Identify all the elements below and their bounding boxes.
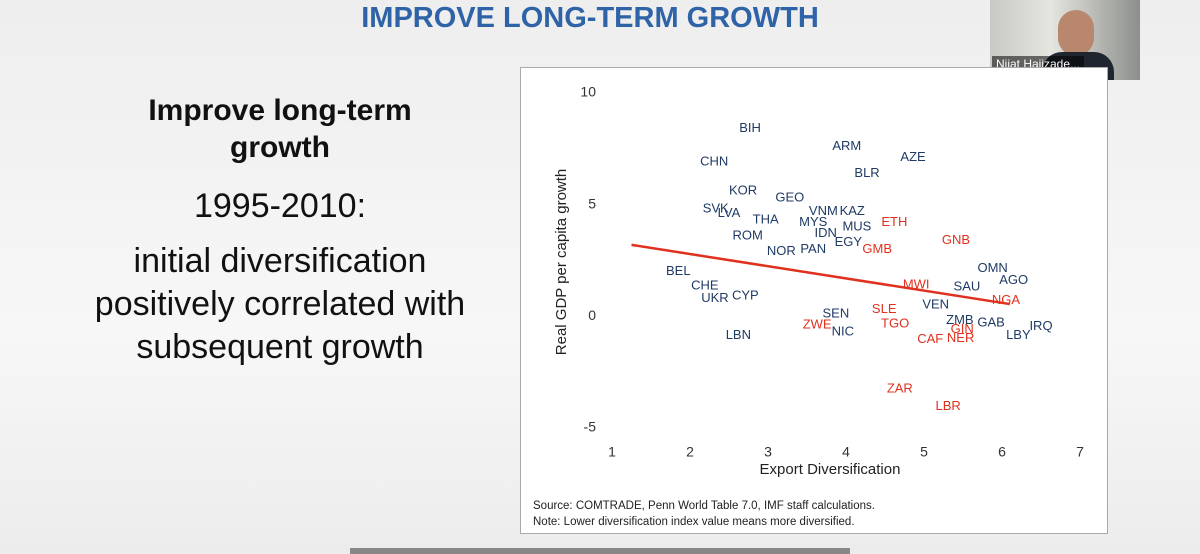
x-tick-label: 4	[842, 444, 850, 460]
source-note: Source: COMTRADE, Penn World Table 7.0, …	[533, 500, 875, 512]
country-point: LBY	[1006, 327, 1031, 342]
country-point: BIH	[739, 120, 761, 135]
x-tick-label: 2	[686, 444, 694, 460]
y-tick-label: 10	[580, 84, 596, 100]
country-point: OMN	[977, 260, 1007, 275]
slide-title: IMPROVE LONG-TERM GROWTH	[361, 2, 819, 34]
country-point: GAB	[977, 314, 1004, 329]
country-point: GMB	[862, 241, 892, 256]
country-point: SVK	[703, 201, 729, 216]
country-point: CHE	[691, 278, 719, 293]
x-tick-label: 1	[608, 444, 616, 460]
country-point: LBR	[936, 398, 961, 413]
country-point: THA	[753, 212, 779, 227]
country-point: BEL	[666, 263, 691, 278]
country-point: ZMB	[946, 312, 973, 327]
country-point: ARM	[832, 138, 861, 153]
country-point: SAU	[954, 279, 981, 294]
country-point: MYS	[799, 214, 828, 229]
y-axis-label: Real GDP per capita growth	[553, 169, 570, 355]
country-point: ETH	[881, 214, 907, 229]
x-tick-label: 5	[920, 444, 928, 460]
progress-bar	[350, 548, 850, 554]
x-tick-label: 3	[764, 444, 772, 460]
country-point: VEN	[922, 297, 949, 312]
country-point: SEN	[822, 306, 849, 321]
heading: Improve long-term growth	[148, 94, 412, 164]
country-point: KAZ	[840, 203, 865, 218]
x-axis-label: Export Diversification	[760, 461, 901, 478]
y-tick-label: 0	[588, 307, 596, 323]
period: 1995-2010:	[193, 187, 367, 225]
country-point: GNB	[942, 232, 970, 247]
y-tick-label: 5	[588, 195, 596, 211]
country-point: AZE	[900, 149, 926, 164]
country-point: ZWE	[803, 317, 832, 332]
country-point: AGO	[999, 272, 1028, 287]
country-point: GIN	[951, 321, 974, 336]
face	[1058, 10, 1094, 56]
country-point: NER	[947, 330, 974, 345]
country-point: SLE	[872, 301, 897, 316]
country-point: CYP	[732, 288, 759, 303]
country-point: KOR	[729, 183, 757, 198]
country-point: ROM	[733, 227, 763, 242]
country-point: EGY	[835, 234, 863, 249]
country-point: CAF	[917, 331, 943, 346]
country-point: UKR	[701, 290, 728, 305]
country-point: LBN	[726, 327, 751, 342]
country-point: NOR	[767, 243, 796, 258]
x-tick-label: 7	[1076, 444, 1084, 460]
country-point: NIC	[832, 323, 854, 338]
y-tick-label: -5	[584, 419, 597, 435]
trend-line	[631, 243, 1010, 306]
country-point: NGA	[992, 292, 1021, 307]
country-point: MUS	[842, 218, 871, 233]
note: Note: Lower diversification index value …	[533, 516, 855, 528]
country-point: VNM	[809, 203, 838, 218]
country-point: TGO	[881, 316, 909, 331]
country-point: ZAR	[887, 380, 913, 395]
country-point: IRQ	[1029, 318, 1052, 333]
country-point: PAN	[800, 241, 826, 256]
slide-text: Improve long-term growth 1995-2010: init…	[90, 92, 470, 369]
country-point: BLR	[854, 165, 879, 180]
body-text: initial diversification positively corre…	[94, 242, 466, 366]
country-point: IDN	[815, 225, 837, 240]
x-tick-label: 6	[998, 444, 1006, 460]
country-point: GEO	[775, 189, 804, 204]
country-point: LVA	[718, 205, 741, 220]
chart-frame	[520, 67, 1108, 534]
country-point: CHN	[700, 154, 728, 169]
